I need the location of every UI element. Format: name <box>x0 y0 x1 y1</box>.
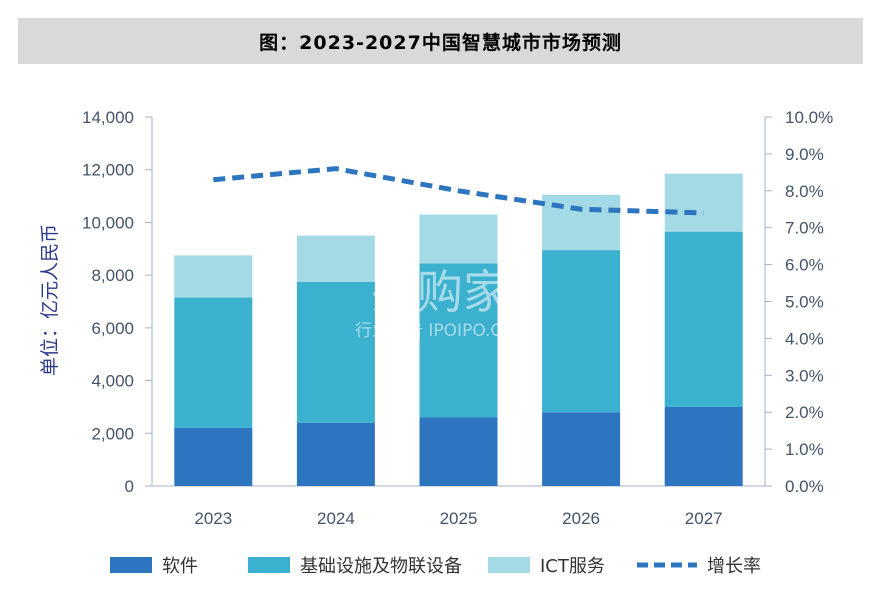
y2-tick-label: 4.0% <box>785 329 824 348</box>
legend-label: 软件 <box>162 556 198 577</box>
axes: 0 2,000 4,000 6,000 8,000 10,000 12,000 14,000 0… <box>82 108 833 528</box>
bar-segment <box>419 214 498 264</box>
growth-rate-line <box>213 166 704 216</box>
y2-tick-label: 8.0% <box>785 182 824 201</box>
legend-swatch <box>488 557 530 573</box>
x-tick-label: 2026 <box>562 509 600 528</box>
bar-segment <box>664 406 743 486</box>
bar-segment <box>419 417 498 486</box>
y-tick-label: 12,000 <box>82 161 134 180</box>
y2-tick-label: 3.0% <box>785 366 824 385</box>
bar-segment <box>664 231 743 407</box>
y2-tick-label: 0.0% <box>785 477 824 496</box>
chart-title: 图：2023-2027中国智慧城市市场预测 <box>259 31 622 54</box>
x-tick-label: 2023 <box>194 509 232 528</box>
y-tick-label: 2,000 <box>91 424 134 443</box>
x-tick-label: 2027 <box>685 509 723 528</box>
bar-segment <box>542 412 621 486</box>
y2-tick-label: 7.0% <box>785 219 824 238</box>
y2-tick-label: 5.0% <box>785 293 824 312</box>
legend-label: ICT服务 <box>540 556 605 577</box>
y-tick-label: 0 <box>125 477 134 496</box>
y2-tick-label: 2.0% <box>785 403 824 422</box>
y2-tick-label: 9.0% <box>785 145 824 164</box>
bar-segment <box>296 422 375 486</box>
bar-segment <box>296 281 375 423</box>
x-tick-label: 2024 <box>317 509 355 528</box>
bar-segment <box>174 297 253 429</box>
legend-label: 基础设施及物联设备 <box>300 556 462 577</box>
bar-segment <box>174 428 253 486</box>
bar-segment <box>419 263 498 418</box>
legend-swatch <box>110 557 152 573</box>
y-tick-label: 6,000 <box>91 319 134 338</box>
bar-segment <box>296 235 375 282</box>
watermark-brand: 并购家 <box>371 265 509 319</box>
chart-title-bar: 图：2023-2027中国智慧城市市场预测 <box>18 18 863 64</box>
y-axis-label: 单位：亿元人民币 <box>39 224 61 376</box>
legend: 软件 基础设施及物联设备 ICT服务 增长率 <box>110 556 761 577</box>
y-tick-label: 10,000 <box>82 213 134 232</box>
y2-tick-label: 6.0% <box>785 256 824 275</box>
legend-label: 增长率 <box>707 556 761 577</box>
watermark-sub: 行业报告 IPOIPO.CN <box>355 321 515 341</box>
y-tick-label: 8,000 <box>91 266 134 285</box>
x-tick-label: 2025 <box>440 509 478 528</box>
bars <box>174 173 743 486</box>
watermark: 并购家 行业报告 IPOIPO.CN <box>355 265 515 341</box>
y-tick-label: 14,000 <box>82 108 134 127</box>
bar-segment <box>542 250 621 413</box>
y2-tick-label: 1.0% <box>785 440 824 459</box>
legend-swatch <box>248 557 290 573</box>
y2-tick-label: 10.0% <box>785 108 833 127</box>
growth-line-group <box>213 166 704 216</box>
bar-segment <box>174 255 253 298</box>
y-tick-label: 4,000 <box>91 372 134 391</box>
bar-segment <box>664 173 743 232</box>
